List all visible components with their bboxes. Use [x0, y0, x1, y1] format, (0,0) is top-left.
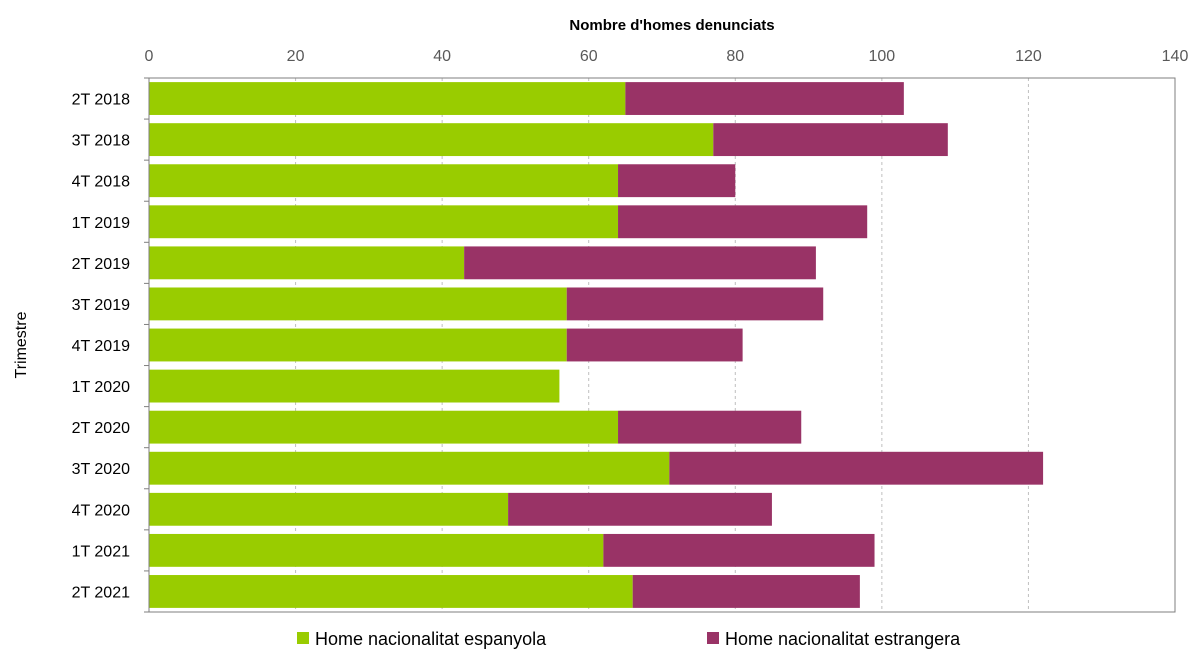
- bar-segment-estrangera: [669, 451, 1044, 485]
- bar-segment-estrangera: [508, 492, 772, 526]
- x-tick-label: 20: [287, 48, 305, 65]
- bar-segment-espanyola: [149, 328, 567, 362]
- legend: Home nacionalitat espanyola Home nacional…: [297, 629, 961, 649]
- category-label: 4T 2020: [72, 502, 131, 519]
- y-axis-title: Trimestre: [13, 311, 30, 378]
- bar-segment-espanyola: [149, 123, 714, 157]
- bar-segment-espanyola: [149, 82, 626, 115]
- x-tick-label: 140: [1162, 48, 1189, 65]
- bar-segment-espanyola: [149, 369, 560, 403]
- bar-segment-espanyola: [149, 533, 604, 567]
- value-axis-ticks: 0 20 40 60 80 100 120 140: [145, 48, 1189, 65]
- x-axis-title: Nombre d'homes denunciats: [569, 17, 774, 34]
- plot-frame: [148, 77, 1176, 613]
- bar-segment-espanyola: [149, 205, 619, 239]
- bar-segment-estrangera: [618, 410, 802, 444]
- bar-segment-espanyola: [149, 246, 465, 280]
- category-label: 3T 2018: [72, 133, 131, 150]
- bars: [149, 82, 1044, 608]
- category-label: 2T 2020: [72, 420, 131, 437]
- legend-swatch: [707, 632, 719, 644]
- category-label: 2T 2019: [72, 256, 131, 273]
- legend-swatch: [297, 632, 309, 644]
- legend-label: Home nacionalitat espanyola: [315, 629, 547, 649]
- bar-segment-estrangera: [625, 82, 904, 115]
- bar-segment-estrangera: [464, 246, 816, 280]
- x-tick-label: 100: [869, 48, 896, 65]
- category-label: 3T 2020: [72, 461, 131, 478]
- bar-segment-estrangera: [618, 205, 868, 239]
- bar-segment-estrangera: [713, 123, 948, 157]
- bar-segment-estrangera: [603, 533, 875, 567]
- bar-segment-espanyola: [149, 492, 509, 526]
- bar-segment-estrangera: [632, 575, 860, 608]
- legend-label: Home nacionalitat estrangera: [725, 629, 961, 649]
- bar-segment-estrangera: [566, 287, 824, 321]
- x-tick-label: 80: [726, 48, 744, 65]
- category-label: 4T 2019: [72, 338, 131, 355]
- bar-segment-espanyola: [149, 575, 633, 608]
- category-label: 1T 2019: [72, 215, 131, 232]
- category-label: 1T 2021: [72, 543, 131, 560]
- bar-segment-estrangera: [566, 328, 743, 362]
- bar-segment-espanyola: [149, 451, 670, 485]
- bar-segment-estrangera: [618, 164, 736, 198]
- x-tick-label: 40: [433, 48, 451, 65]
- bar-segment-espanyola: [149, 410, 619, 444]
- category-label: 2T 2018: [72, 92, 131, 109]
- category-label: 1T 2020: [72, 379, 131, 396]
- category-axis: 2T 2018 3T 2018 4T 2018 1T 2019 2T 2019 3T 20…: [72, 77, 149, 613]
- x-tick-label: 60: [580, 48, 598, 65]
- x-tick-label: 120: [1015, 48, 1042, 65]
- bar-segment-espanyola: [149, 164, 619, 198]
- category-label: 4T 2018: [72, 174, 131, 191]
- category-label: 2T 2021: [72, 584, 131, 601]
- x-tick-label: 0: [145, 48, 154, 65]
- category-label: 3T 2019: [72, 297, 131, 314]
- bar-segment-espanyola: [149, 287, 567, 321]
